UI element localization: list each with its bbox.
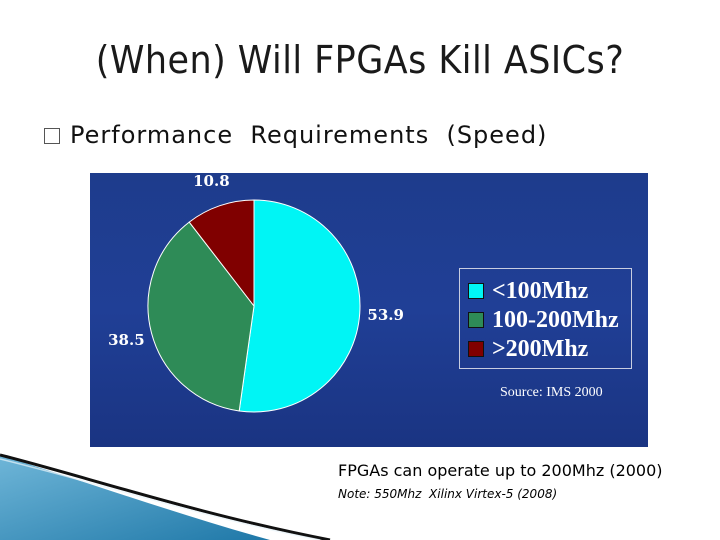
slice-value-label-gt200: 10.8 [193,173,230,190]
legend-entry-gt200: >200Mhz [468,334,588,364]
legend-label-100-200: 100-200Mhz [492,306,619,333]
pie-slice-lt100 [238,199,361,413]
legend-swatch-gt200 [468,341,484,357]
slide-title: (When) Will FPGAs Kill ASICs? [95,38,625,82]
pie-chart: 53.9 38.5 10.8 [108,173,404,413]
decorative-swoosh [0,453,331,540]
chart-source: Source: IMS 2000 [500,385,603,400]
bullet-item: Performance Requirements (Speed) [44,118,547,152]
legend-entry-lt100: <100Mhz [468,276,588,306]
legend-entry-100-200: 100-200Mhz [468,305,619,335]
legend-label-lt100: <100Mhz [492,277,589,304]
legend-swatch-100-200 [468,312,484,328]
pie-slice-100-200 [147,221,255,412]
pie-slice-gt200 [188,199,255,308]
pie-chart-panel: 53.9 38.5 10.8 <100Mhz 100-200Mhz >200Mhz … [90,173,648,447]
bullet-text: Performance Requirements (Speed) [70,121,548,149]
slice-value-label-100-200: 38.5 [108,331,145,349]
legend-label-gt200: >200Mhz [492,335,589,362]
slice-value-label-lt100: 53.9 [367,306,404,324]
bullet-square-icon [44,128,60,144]
chart-legend: <100Mhz 100-200Mhz >200Mhz [459,268,632,369]
caption-text: FPGAs can operate up to 200Mhz (2000) [338,461,663,480]
note-text: Note: 550Mhz Xilinx Virtex-5 (2008) [338,487,558,501]
legend-swatch-lt100 [468,283,484,299]
